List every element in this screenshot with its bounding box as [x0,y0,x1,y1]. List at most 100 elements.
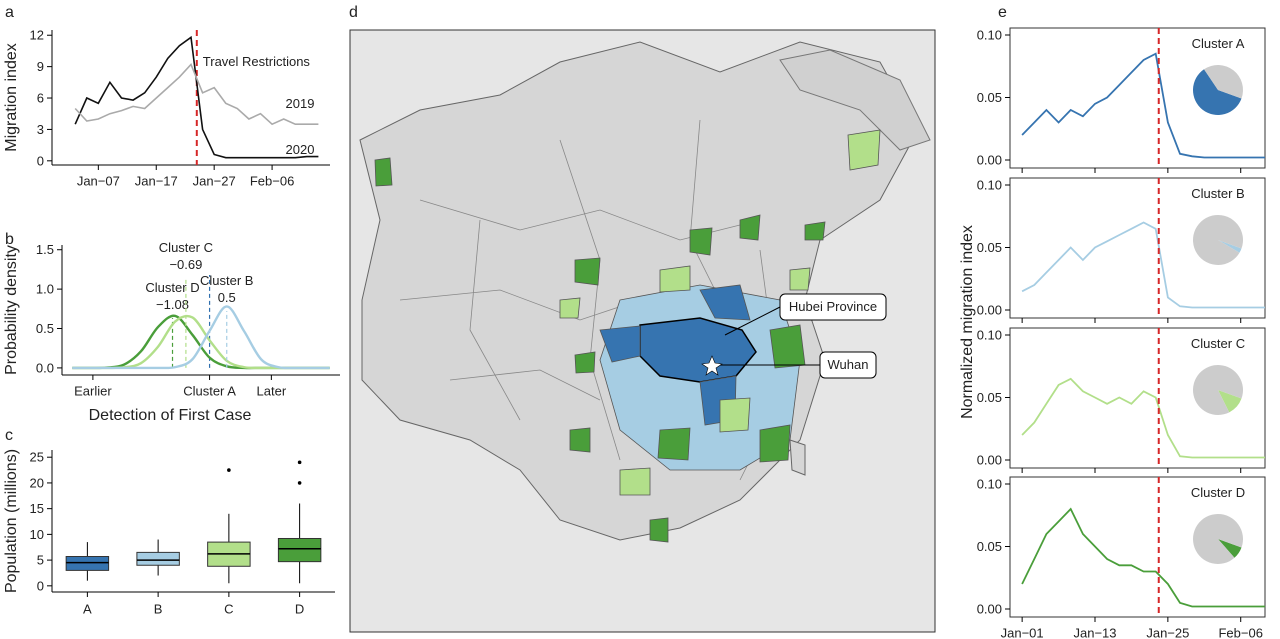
map-label: Hubei Province [789,299,877,314]
wuhan-star [701,355,723,376]
panel-title: Cluster A [1192,36,1245,51]
box [65,556,110,571]
callout-box [819,351,877,379]
y-axis-label: Migration index [3,43,20,152]
y-tick-label: 9 [37,59,44,74]
x-tick-label: Jan−27 [193,174,236,189]
y-tick-label: 0.00 [977,453,1002,468]
annotation: Travel Restrictions [203,54,311,69]
outlier [227,468,231,472]
x-tick-label: Jan−17 [135,174,178,189]
panel-label: b [5,231,14,248]
y-tick-label: 12 [30,28,44,43]
y-tick-label: 0.10 [977,178,1002,193]
y-tick-label: 10 [30,527,44,542]
y-tick-label: 3 [37,122,44,137]
y-tick-label: 25 [30,450,44,465]
callout-box [779,293,887,321]
x-tick-label: Feb−06 [250,174,294,189]
x-tick-label: Jan−13 [1073,626,1116,639]
series-label: 2019 [286,96,315,111]
series-line [1021,221,1265,309]
cluster-label: Cluster D [145,280,199,295]
y-tick-label: 0.05 [977,240,1002,255]
y-axis-label: Population (millions) [3,449,20,593]
panel-label: c [5,427,13,444]
pie-slice [1218,539,1242,558]
x-tick-label: B [154,602,163,617]
callout-line [724,306,781,336]
mean-label: −1.08 [156,297,189,312]
series-line [74,63,319,126]
y-tick-label: 0.5 [36,321,54,336]
y-tick-label: 0.0 [36,360,54,375]
pie-slice [1192,215,1243,266]
panel-title: Cluster D [1191,485,1245,500]
y-tick-label: 0 [37,578,44,593]
x-tick-label: Jan−25 [1146,626,1189,639]
y-tick-label: 1.5 [36,242,54,257]
y-tick-label: 6 [37,91,44,106]
series-line [74,35,319,159]
y-axis-label: Probability density [3,245,20,375]
x-tick-label: D [295,602,304,617]
outlier [297,460,302,465]
cluster-label: Cluster C [159,240,213,255]
y-tick-label: 0.10 [977,28,1002,43]
y-tick-label: 0 [37,153,44,168]
pie-slice [1193,514,1243,564]
x-tick-label: Jan−07 [77,174,120,189]
y-tick-label: 0.00 [977,602,1002,617]
map-label: Wuhan [828,357,869,372]
y-tick-label: 20 [30,475,44,490]
series-label: 2020 [286,142,315,157]
y-tick-label: 0.10 [977,477,1002,492]
y-tick-label: 0.05 [977,390,1002,405]
y-tick-label: 0.05 [977,539,1002,554]
panel-label: e [998,4,1007,21]
y-axis-label: Normalized migration index [959,225,976,419]
y-tick-label: 0.10 [977,328,1002,343]
pie-slice [1192,69,1242,115]
island [789,439,806,476]
pie-slice [1204,64,1243,99]
box [277,537,322,563]
mean-label: 0.5 [218,290,236,305]
panel-title: Cluster B [1191,186,1244,201]
box [136,551,180,566]
y-tick-label: 1.0 [36,282,54,297]
region [779,49,931,151]
series-line [1021,377,1265,459]
x-tick-label: Later [257,384,287,399]
x-tick-label: Cluster A [183,384,236,399]
x-axis-label: Detection of First Case [89,407,252,424]
density-curve [72,314,330,370]
x-tick-label: A [83,602,92,617]
region [559,129,881,496]
y-tick-label: 5 [37,553,44,568]
pie-slice [1192,365,1243,415]
x-tick-label: Feb−06 [1218,626,1262,639]
panel-label: a [5,4,14,21]
x-tick-label: Earlier [74,384,112,399]
y-tick-label: 0.05 [977,90,1002,105]
outlier [297,481,302,485]
panel-title: Cluster C [1191,336,1245,351]
map: Hubei Province Wuhan [349,29,936,633]
density-curve [72,305,330,370]
series-line [1021,52,1265,159]
cluster-label: Cluster B [200,273,253,288]
pie-slice [1218,240,1242,253]
panel-label: d [349,4,358,21]
density-curve [72,314,330,370]
series-line [1021,507,1265,608]
y-tick-label: 0.00 [977,303,1002,318]
x-tick-label: C [224,602,233,617]
x-tick-label: Jan−01 [1001,626,1044,639]
y-tick-label: 0.00 [977,153,1002,168]
pie-slice [1218,390,1242,413]
y-tick-label: 15 [30,501,44,516]
mean-label: −0.69 [169,257,202,272]
